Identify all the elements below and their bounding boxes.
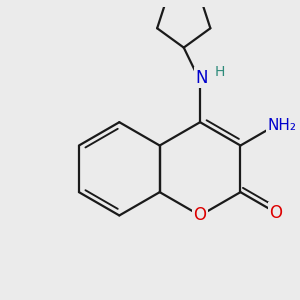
Text: NH₂: NH₂ — [268, 118, 296, 133]
Text: H: H — [214, 65, 225, 79]
Text: N: N — [196, 69, 208, 87]
Text: O: O — [269, 204, 283, 222]
Text: O: O — [194, 206, 207, 224]
